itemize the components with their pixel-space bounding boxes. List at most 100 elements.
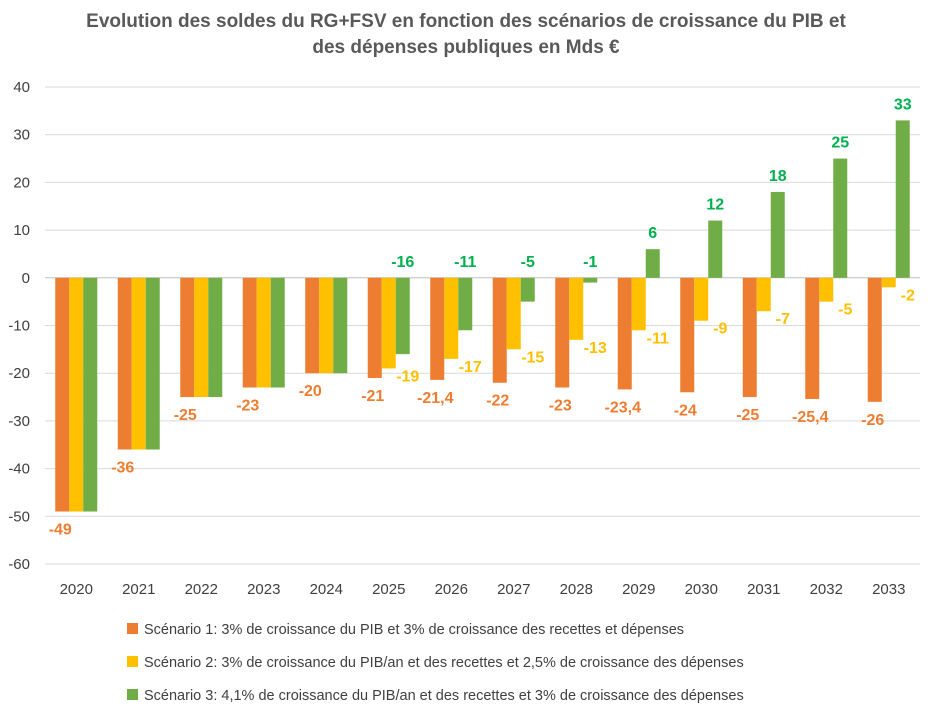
data-label-s2-2025: -19	[396, 368, 419, 385]
bar-s3-2020	[83, 277, 98, 512]
bar-s1-2026	[430, 277, 445, 380]
bar-s1-2028	[555, 277, 570, 388]
y-tick-label: 10	[13, 222, 30, 239]
legend-label-s3: Scénario 3: 4,1% de croissance du PIB/an…	[144, 688, 744, 704]
bar-s2-2025	[381, 277, 396, 369]
data-label-s3-2025: -16	[391, 254, 414, 271]
data-label-s1-2030: -24	[674, 402, 697, 419]
bar-s3-2022	[208, 277, 223, 398]
x-tick-label: 2031	[747, 581, 780, 598]
data-label-s2-2029: -11	[647, 330, 669, 347]
y-tick-label: -50	[8, 508, 30, 525]
bar-s1-2023	[242, 277, 257, 388]
bar-s3-2021	[145, 277, 160, 450]
bar-s2-2032	[819, 277, 834, 302]
data-label-s3-2027: -5	[521, 254, 535, 271]
x-tick-label: 2028	[560, 581, 593, 598]
bar-s3-2032	[833, 158, 848, 278]
bar-s3-2029	[645, 249, 660, 278]
data-label-s1-2021: -36	[111, 460, 134, 477]
data-label-s2-2030: -9	[713, 321, 727, 338]
data-label-s1-2033: -26	[861, 412, 884, 429]
y-tick-label: -10	[8, 318, 30, 335]
data-label-s2-2033: -2	[901, 287, 915, 304]
legend-swatch-s3	[127, 689, 138, 700]
bar-s1-2027	[492, 277, 507, 383]
bar-s1-2030	[680, 277, 695, 393]
data-labels: -49-36-25-23-20 -21-19-16-21,4-17-11-22-1…	[49, 96, 915, 538]
legend-label-s2: Scénario 2: 3% de croissance du PIB/an e…	[144, 655, 744, 671]
chart-title-line-1: Evolution des soldes du RG+FSV en foncti…	[86, 11, 846, 32]
data-label-s3-2026: -11	[454, 254, 476, 271]
x-tick-label: 2029	[622, 581, 655, 598]
bar-s3-2033	[895, 120, 910, 278]
data-label-s1-2027: -22	[486, 393, 509, 410]
legend-swatch-s1	[127, 623, 138, 634]
y-tick-label: 40	[13, 79, 30, 96]
bar-s1-2032	[805, 277, 820, 399]
data-label-s1-2026: -21,4	[417, 390, 454, 407]
y-axis: -60 -50 -40 -30 -20 -10 0 10 20 30 40	[8, 79, 30, 573]
data-label-s1-2025: -21	[361, 388, 384, 405]
x-tick-label: 2032	[810, 581, 843, 598]
bar-s1-2029	[617, 277, 632, 390]
data-label-s1-2023: -23	[236, 398, 259, 415]
data-label-s3-2029: 6	[648, 225, 657, 242]
bar-s2-2024	[319, 277, 334, 374]
legend-swatch-s2	[127, 656, 138, 667]
data-label-s2-2027: -15	[521, 349, 544, 366]
y-tick-label: 20	[13, 174, 30, 191]
x-tick-label: 2023	[247, 581, 280, 598]
x-tick-label: 2025	[372, 581, 405, 598]
data-label-s3-2033: 33	[894, 96, 912, 113]
x-tick-label: 2022	[185, 581, 218, 598]
y-tick-label: -40	[8, 461, 30, 478]
data-label-s2-2031: -7	[776, 311, 790, 328]
bar-s3-2023	[270, 277, 285, 388]
bar-s2-2026	[444, 277, 459, 359]
y-tick-label: -20	[8, 365, 30, 382]
bar-s2-2020	[69, 277, 84, 512]
bar-s2-2031	[756, 277, 771, 312]
bar-s3-2031	[770, 191, 785, 278]
bar-s3-2030	[708, 220, 723, 278]
bar-s1-2024	[305, 277, 320, 374]
bar-s1-2020	[55, 277, 70, 512]
data-label-s1-2020: -49	[49, 522, 72, 539]
bar-s2-2027	[506, 277, 521, 350]
bar-s1-2022	[180, 277, 195, 398]
bar-s2-2023	[256, 277, 271, 388]
bar-s1-2031	[742, 277, 757, 398]
x-tick-label: 2021	[122, 581, 155, 598]
data-label-s1-2024: -20	[299, 383, 322, 400]
legend-label-s1: Scénario 1: 3% de croissance du PIB et 3…	[144, 622, 684, 638]
x-tick-label: 2030	[685, 581, 718, 598]
bars	[55, 120, 910, 512]
x-tick-label: 2033	[872, 581, 905, 598]
data-label-s1-2032: -25,4	[792, 409, 829, 426]
bar-s2-2022	[194, 277, 209, 398]
x-tick-label: 2026	[435, 581, 468, 598]
data-label-s2-2026: -17	[459, 359, 482, 376]
bar-s3-2028	[583, 277, 598, 283]
data-label-s1-2029: -23,4	[605, 399, 642, 416]
bar-s1-2021	[117, 277, 132, 450]
bar-s2-2021	[131, 277, 146, 450]
x-tick-label: 2024	[310, 581, 343, 598]
bar-s3-2027	[520, 277, 535, 302]
data-label-s3-2028: -1	[583, 254, 597, 271]
data-label-s3-2030: 12	[706, 197, 724, 214]
x-tick-label: 2027	[497, 581, 530, 598]
bar-s3-2026	[458, 277, 473, 331]
y-tick-label: 0	[22, 270, 30, 287]
data-label-s3-2032: 25	[831, 135, 849, 152]
bar-s2-2029	[631, 277, 646, 331]
x-tick-label: 2020	[60, 581, 93, 598]
bar-s2-2028	[569, 277, 584, 340]
x-axis: 2020 2021 2022 2023 2024 2025 2026 2027 2028 2029…	[60, 581, 906, 598]
chart-title-line-2: des dépenses publiques en Mds €	[312, 37, 620, 58]
data-label-s3-2031: 18	[769, 168, 787, 185]
bar-s2-2030	[694, 277, 709, 321]
bar-s1-2025	[367, 277, 382, 378]
